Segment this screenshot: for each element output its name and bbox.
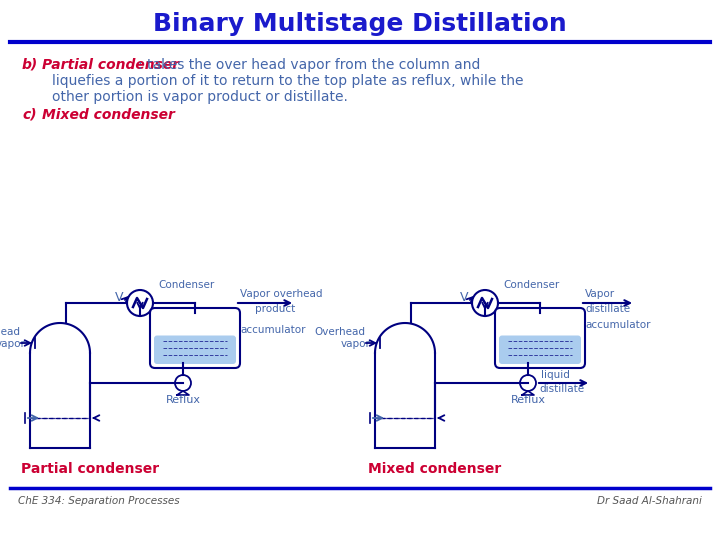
Text: Condenser: Condenser (158, 280, 215, 290)
Text: Reflux: Reflux (166, 395, 200, 405)
Text: Partial condenser: Partial condenser (42, 58, 179, 72)
FancyBboxPatch shape (154, 335, 236, 364)
FancyBboxPatch shape (499, 335, 581, 364)
Circle shape (472, 290, 498, 316)
Text: vapor: vapor (341, 339, 371, 349)
Circle shape (520, 375, 536, 391)
Text: accumulator: accumulator (240, 325, 305, 335)
Text: Mixed condenser: Mixed condenser (42, 108, 175, 122)
Text: b): b) (22, 58, 38, 72)
Text: Overhead: Overhead (314, 327, 365, 337)
Text: Condenser: Condenser (503, 280, 559, 290)
Text: accumulator: accumulator (585, 320, 650, 330)
Text: Reflux: Reflux (510, 395, 546, 405)
Text: Binary Multistage Distillation: Binary Multistage Distillation (153, 12, 567, 36)
Text: Dr Saad Al-Shahrani: Dr Saad Al-Shahrani (597, 496, 702, 506)
Text: V: V (115, 291, 124, 304)
Text: Overhead: Overhead (0, 327, 20, 337)
Circle shape (175, 375, 191, 391)
Text: vapor: vapor (0, 339, 26, 349)
Text: Vapor overhead: Vapor overhead (240, 289, 323, 299)
Text: distillate: distillate (539, 384, 584, 394)
Text: : takes the over head vapor from the column and: : takes the over head vapor from the col… (138, 58, 480, 72)
Text: Partial condenser: Partial condenser (21, 462, 159, 476)
Text: Mixed condenser: Mixed condenser (369, 462, 502, 476)
Text: distillate: distillate (585, 304, 630, 314)
Text: product: product (255, 304, 295, 314)
Text: V: V (460, 291, 469, 304)
Text: other portion is vapor product or distillate.: other portion is vapor product or distil… (52, 90, 348, 104)
Text: liquefies a portion of it to return to the top plate as reflux, while the: liquefies a portion of it to return to t… (52, 74, 523, 88)
Text: ChE 334: Separation Processes: ChE 334: Separation Processes (18, 496, 179, 506)
Text: Vapor: Vapor (585, 289, 615, 299)
Text: c): c) (22, 108, 37, 122)
Circle shape (127, 290, 153, 316)
Text: liquid: liquid (541, 370, 570, 380)
FancyBboxPatch shape (150, 308, 240, 368)
FancyBboxPatch shape (495, 308, 585, 368)
